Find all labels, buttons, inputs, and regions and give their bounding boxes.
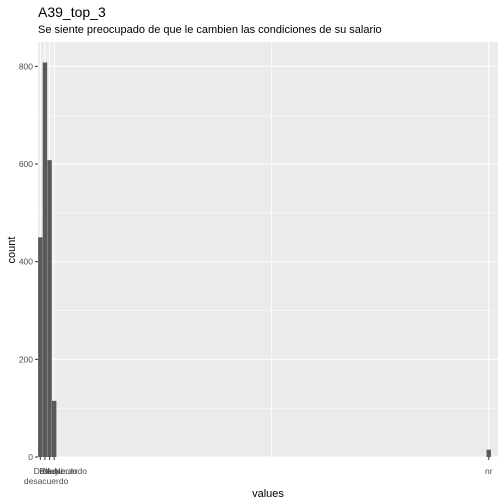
y-tick-label: 400 <box>19 257 33 267</box>
x-tick-label: Ni <box>54 466 62 476</box>
x-tick-label: desacuerdo <box>24 476 69 486</box>
bar <box>38 237 43 457</box>
y-tick-label: 200 <box>19 354 33 364</box>
bar <box>486 449 491 457</box>
y-axis-ticks: 0 200 400 600 800 <box>19 61 38 462</box>
x-tick-label: En <box>39 466 50 476</box>
x-tick-label: De acuerdo <box>34 466 78 476</box>
x-tick-label: desacuerdo <box>43 466 88 476</box>
bar <box>47 160 52 457</box>
bar <box>42 62 48 457</box>
y-axis-title: count <box>6 237 18 264</box>
chart-title: A39_top_3 <box>38 4 106 20</box>
x-axis-title: values <box>252 488 284 500</box>
y-tick-label: 0 <box>28 452 33 462</box>
plot-panel <box>38 42 498 457</box>
bars <box>38 62 491 457</box>
chart-subtitle: Se siente preocupado de que le cambien l… <box>38 24 382 36</box>
y-tick-label: 800 <box>19 61 33 71</box>
y-tick-label: 600 <box>19 159 33 169</box>
x-tick-label: nr <box>485 466 493 476</box>
bar <box>51 400 57 457</box>
x-tick-label: Muy <box>43 466 60 476</box>
